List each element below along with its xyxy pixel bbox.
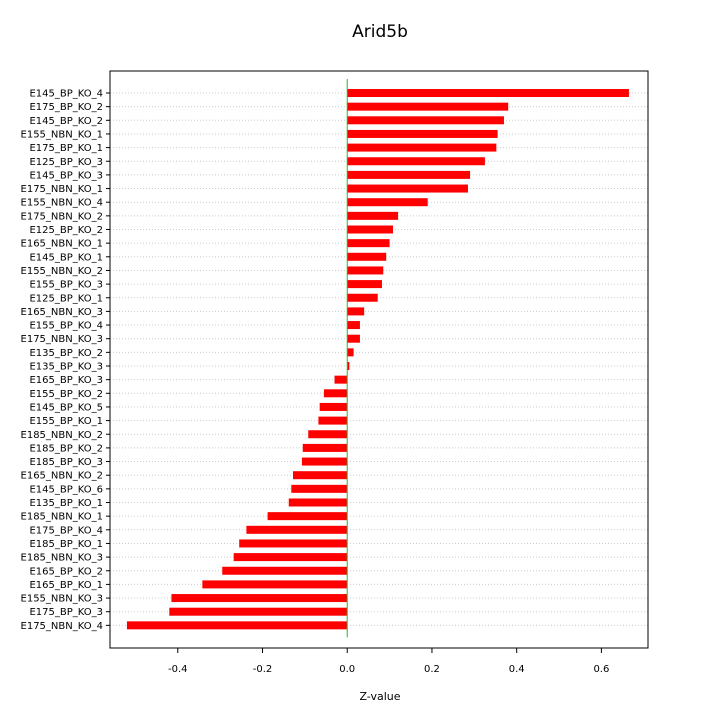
- y-tick-label: E155_BP_KO_2: [29, 389, 103, 400]
- bar: [308, 430, 348, 439]
- y-tick-label: E185_NBN_KO_1: [21, 512, 103, 523]
- y-tick-label: E145_BP_KO_3: [29, 170, 103, 181]
- x-tick-label: 0.0: [339, 664, 355, 675]
- bar: [347, 102, 509, 111]
- bar: [233, 553, 348, 562]
- y-tick-label: E185_NBN_KO_3: [21, 553, 103, 564]
- bar: [347, 143, 497, 152]
- bar: [347, 307, 365, 316]
- y-tick-label: E145_BP_KO_4: [29, 89, 103, 100]
- y-tick-label: E135_BP_KO_3: [29, 362, 103, 373]
- y-tick-label: E165_BP_KO_2: [29, 566, 103, 577]
- bar: [347, 211, 399, 220]
- y-tick-label: E165_NBN_KO_3: [21, 307, 103, 318]
- y-tick-label: E125_BP_KO_1: [29, 293, 103, 304]
- bar: [347, 321, 360, 330]
- bar: [347, 252, 387, 261]
- y-tick-label: E175_NBN_KO_3: [21, 334, 103, 345]
- bar: [347, 89, 629, 97]
- y-tick-label: E155_NBN_KO_3: [21, 594, 103, 605]
- y-tick-label: E175_NBN_KO_1: [21, 184, 103, 195]
- bar: [347, 293, 378, 302]
- bar: [293, 471, 348, 480]
- y-tick-label: E155_BP_KO_1: [29, 416, 103, 427]
- bar: [301, 457, 348, 466]
- bar: [347, 129, 498, 138]
- y-tick-label: E145_BP_KO_2: [29, 116, 103, 127]
- x-tick-label: 0.2: [424, 664, 440, 675]
- bar: [347, 184, 468, 193]
- y-tick-label: E145_BP_KO_5: [29, 402, 103, 413]
- bar: [291, 484, 348, 493]
- bar: [347, 170, 471, 179]
- bar: [222, 566, 348, 575]
- y-tick-label: E175_BP_KO_4: [29, 525, 103, 536]
- y-tick-label: E175_BP_KO_2: [29, 102, 103, 113]
- y-tick-label: E135_BP_KO_2: [29, 348, 103, 359]
- x-tick-label: 0.6: [593, 664, 609, 675]
- bar: [347, 280, 382, 289]
- bar: [347, 157, 485, 166]
- bar: [347, 239, 390, 248]
- y-tick-label: E145_BP_KO_6: [29, 484, 103, 495]
- bar: [347, 334, 360, 343]
- bar: [288, 498, 348, 507]
- y-tick-label: E165_NBN_KO_2: [21, 471, 103, 482]
- x-tick-label: -0.4: [168, 664, 188, 675]
- x-tick-label: 0.4: [509, 664, 525, 675]
- bar: [171, 594, 348, 603]
- y-tick-label: E155_BP_KO_4: [29, 321, 103, 332]
- y-tick-label: E155_NBN_KO_2: [21, 266, 103, 277]
- y-tick-label: E175_BP_KO_3: [29, 607, 103, 618]
- y-tick-label: E165_BP_KO_3: [29, 375, 103, 386]
- y-tick-label: E185_BP_KO_3: [29, 457, 103, 468]
- y-tick-label: E175_BP_KO_1: [29, 143, 103, 154]
- y-tick-label: E165_NBN_KO_1: [21, 239, 103, 250]
- bar: [239, 539, 348, 548]
- y-tick-label: E175_NBN_KO_2: [21, 211, 103, 222]
- bar: [126, 621, 348, 630]
- bar: [347, 266, 384, 275]
- bar: [267, 512, 348, 521]
- bar: [334, 375, 348, 384]
- y-tick-label: E185_NBN_KO_2: [21, 430, 103, 441]
- bar: [347, 362, 350, 370]
- bar: [347, 116, 504, 125]
- bar: [323, 389, 348, 398]
- x-tick-label: -0.2: [253, 664, 273, 675]
- bar: [246, 525, 348, 534]
- y-tick-label: E155_BP_KO_3: [29, 280, 103, 291]
- y-tick-label: E135_BP_KO_1: [29, 498, 103, 509]
- bar: [319, 402, 348, 411]
- y-tick-label: E185_BP_KO_2: [29, 443, 103, 454]
- y-tick-label: E155_NBN_KO_4: [21, 198, 103, 209]
- bar: [302, 443, 348, 452]
- plot-frame: [109, 70, 649, 649]
- y-tick-label: E145_BP_KO_1: [29, 252, 103, 263]
- bar: [318, 416, 348, 425]
- y-tick-label: E125_BP_KO_3: [29, 157, 103, 168]
- bar: [347, 198, 428, 207]
- bar: [347, 348, 354, 357]
- y-tick-label: E165_BP_KO_1: [29, 580, 103, 591]
- y-tick-label: E125_BP_KO_2: [29, 225, 103, 236]
- bar: [202, 580, 348, 589]
- chart-title: Arid5b: [352, 22, 408, 42]
- x-axis-label: Z-value: [359, 690, 401, 703]
- bar: [169, 607, 348, 616]
- y-tick-label: E155_NBN_KO_1: [21, 129, 103, 140]
- bar: [347, 225, 393, 234]
- y-tick-label: E175_NBN_KO_4: [21, 621, 103, 632]
- y-tick-label: E185_BP_KO_1: [29, 539, 103, 550]
